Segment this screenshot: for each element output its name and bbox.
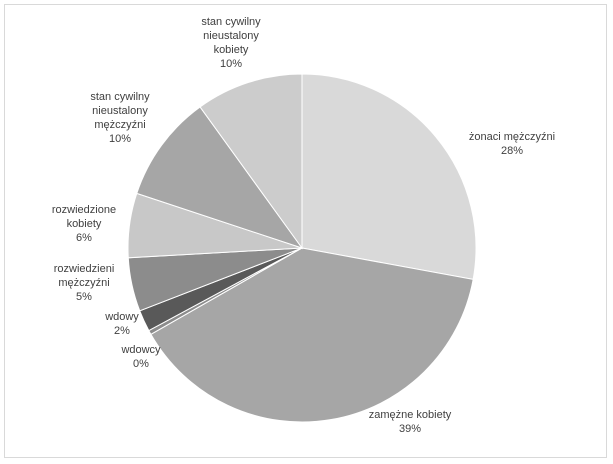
- percent-label-7: 10%: [220, 58, 242, 70]
- percent-label-2: 0%: [133, 358, 149, 370]
- pie-slice-7: [199, 73, 303, 250]
- pie-slice-0: [301, 73, 477, 280]
- data-label-7: stan cywilny nieustalony kobiety 10%: [201, 16, 261, 70]
- data-label-3: wdowy 2%: [104, 311, 139, 337]
- percent-label-3: 2%: [114, 325, 130, 337]
- pie-slice-1: [150, 247, 474, 423]
- data-label-0: żonaci mężczyźni 28%: [469, 131, 555, 157]
- pie-slice-6: [136, 106, 304, 249]
- data-label-5: rozwiedzione kobiety 6%: [52, 204, 116, 244]
- pie-slices: [127, 73, 477, 423]
- percent-label-0: 28%: [501, 145, 523, 157]
- data-label-1: zamężne kobiety 39%: [369, 409, 452, 435]
- percent-label-4: 5%: [76, 291, 92, 303]
- percent-label-5: 6%: [76, 232, 92, 244]
- data-label-4: rozwiedzieni mężczyźni 5%: [54, 263, 115, 303]
- percent-label-1: 39%: [399, 423, 421, 435]
- percent-label-6: 10%: [109, 133, 131, 145]
- data-label-6: stan cywilny nieustalony mężczyźni 10%: [90, 91, 150, 145]
- data-label-2: wdowcy 0%: [120, 344, 161, 370]
- data-labels: żonaci mężczyźni 28% zamężne kobiety 39% wdo…: [52, 16, 555, 435]
